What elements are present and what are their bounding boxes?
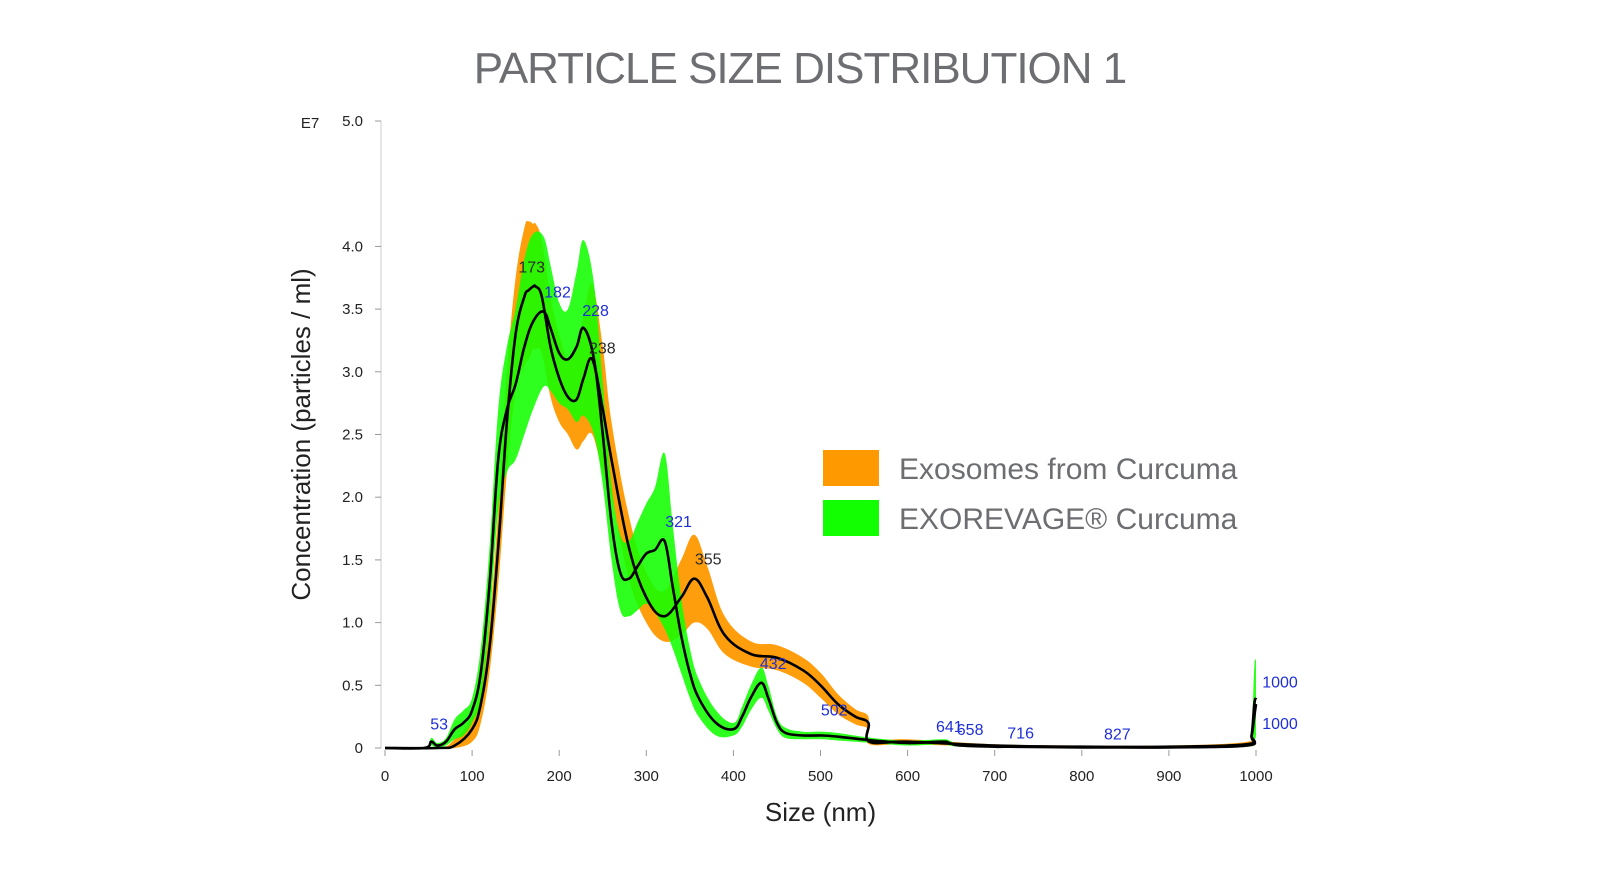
y-tick-label: 3.5 <box>342 301 363 318</box>
x-tick-label: 0 <box>381 768 389 785</box>
y-tick-label: 0 <box>355 740 363 757</box>
y-tick-label: 4.0 <box>342 238 363 255</box>
peak-label: 1000 <box>1262 716 1298 733</box>
y-tick-label: 5.0 <box>342 113 363 130</box>
peak-label: 432 <box>760 656 787 673</box>
y-multiplier-label: E7 <box>301 115 319 132</box>
peak-label: 228 <box>582 303 609 320</box>
peak-label: 321 <box>665 514 692 531</box>
band-series-1 <box>385 231 1256 749</box>
peak-label: 182 <box>544 285 571 302</box>
x-tick-label: 100 <box>460 768 485 785</box>
peak-label: 53 <box>430 717 448 734</box>
y-tick-label: 3.0 <box>342 364 363 381</box>
chart-title: PARTICLE SIZE DISTRIBUTION 1 <box>473 44 1128 93</box>
line-series-1 <box>384 310 1258 750</box>
x-tick-label: 300 <box>634 768 659 785</box>
y-tick-label: 0.5 <box>342 677 363 694</box>
y-tick-label: 1.0 <box>342 615 363 632</box>
peak-label: 355 <box>695 552 722 569</box>
legend-swatch <box>823 450 879 486</box>
peak-label: 716 <box>1007 726 1034 743</box>
mean-lines <box>384 284 1258 750</box>
y-tick-label: 1.5 <box>342 552 363 569</box>
band-series-0 <box>385 220 1256 749</box>
x-tick-label: 1000 <box>1239 768 1272 785</box>
x-tick-label: 400 <box>721 768 746 785</box>
x-tick-label: 500 <box>808 768 833 785</box>
peak-label: 641 <box>936 719 963 736</box>
legend: Exosomes from Curcuma EXOREVAGE® Curcuma <box>823 450 1238 536</box>
peak-label: 238 <box>589 340 616 357</box>
x-axis-title: Size (nm) <box>765 797 876 827</box>
confidence-bands <box>385 220 1256 749</box>
x-tick-label: 600 <box>895 768 920 785</box>
y-tick-label: 2.0 <box>342 489 363 506</box>
axes: 0 100 200 300 400 500 600 700 800 900 1000 0 0.5 1.0 1… <box>286 113 1273 827</box>
peak-label: 658 <box>957 722 984 739</box>
peak-label: 1000 <box>1262 674 1298 691</box>
x-tick-label: 200 <box>547 768 572 785</box>
peak-label: 173 <box>518 260 545 277</box>
peak-label: 502 <box>821 702 848 719</box>
peak-label: 827 <box>1104 726 1131 743</box>
legend-swatch <box>823 500 879 536</box>
x-tick-label: 700 <box>982 768 1007 785</box>
legend-label: EXOREVAGE® Curcuma <box>899 503 1238 536</box>
y-tick-label: 2.5 <box>342 427 363 444</box>
y-axis-title: Concentration (particles / ml) <box>286 268 316 600</box>
x-tick-label: 800 <box>1069 768 1094 785</box>
x-tick-label: 900 <box>1156 768 1181 785</box>
legend-label: Exosomes from Curcuma <box>899 453 1238 486</box>
